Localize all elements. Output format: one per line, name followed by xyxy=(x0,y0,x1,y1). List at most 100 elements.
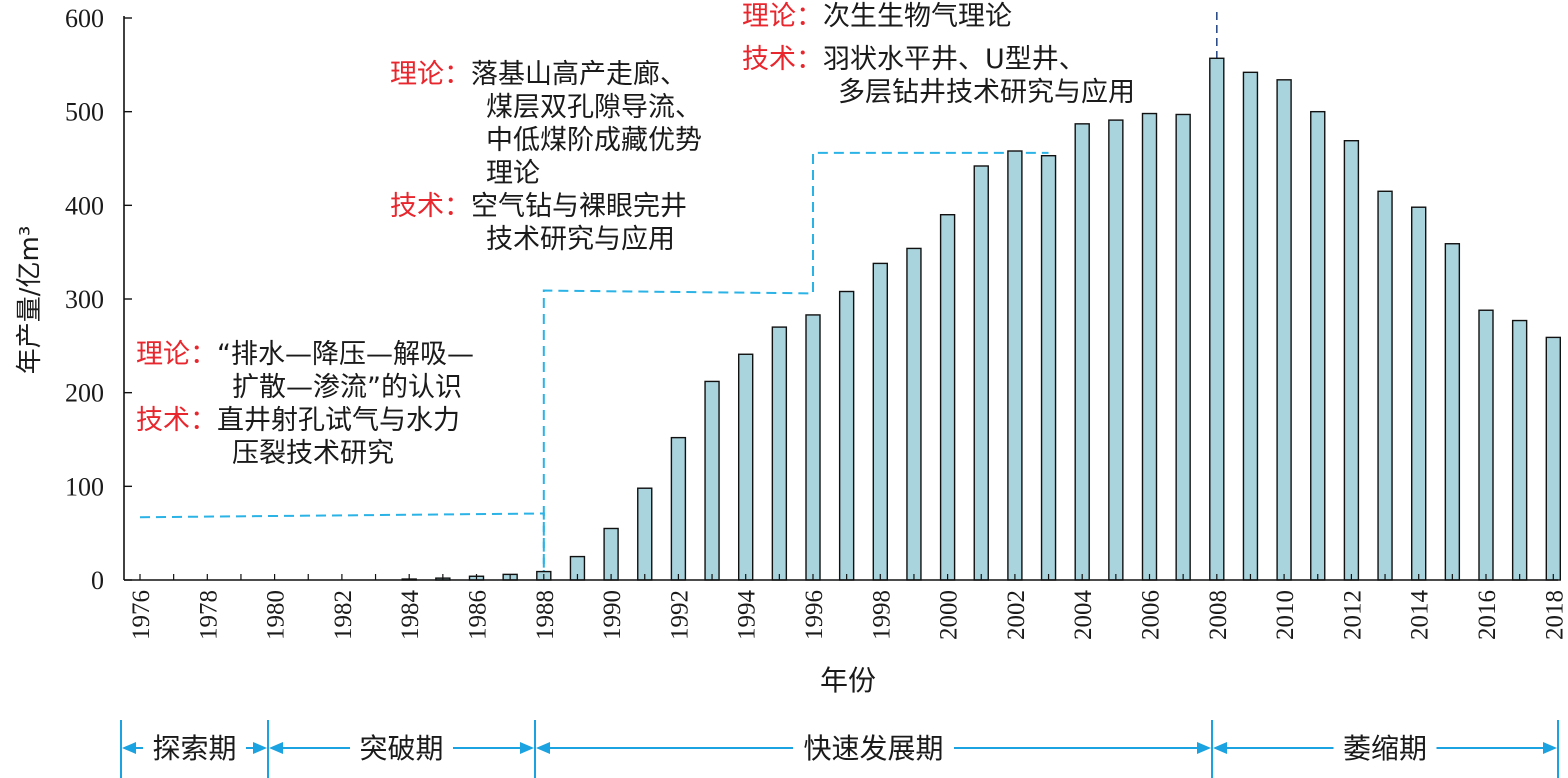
theory-text: 落基山高产走廊、 xyxy=(471,59,687,90)
period-label-bg xyxy=(350,726,453,766)
y-axis-label: 年产量/亿m³ xyxy=(15,226,45,375)
y-tick-label: 600 xyxy=(65,4,104,33)
annotation-breakthrough: 理论：落基山高产走廊、 煤层双孔隙导流、 中低煤阶成藏优势 理论 技术：空气钻与… xyxy=(390,58,702,256)
bar-1994 xyxy=(738,353,754,581)
annotation-rapid-development: 理论：次生生物气理论 技术：羽状水平井、U型井、 多层钻井技术研究与应用 xyxy=(742,0,1135,109)
bar-2000 xyxy=(939,213,956,581)
bar-2001 xyxy=(973,165,989,581)
y-tick-label: 300 xyxy=(65,285,104,314)
arrow-head-left xyxy=(269,742,283,754)
x-axis-label: 年份 xyxy=(820,664,876,697)
bar-1998 xyxy=(872,262,888,581)
arrow-head-right xyxy=(1543,742,1557,754)
theory-text: 次生生物气理论 xyxy=(823,1,1012,32)
bar-1997 xyxy=(838,290,855,581)
arrow-head-right xyxy=(520,742,534,754)
step-line xyxy=(139,512,545,580)
bar-2010 xyxy=(1276,79,1292,581)
bars xyxy=(401,57,1562,581)
bar-2008 xyxy=(1209,57,1225,581)
bar-2002 xyxy=(1007,150,1023,581)
period-label-bg xyxy=(793,726,954,766)
bar-1993 xyxy=(704,380,720,581)
bar-1999 xyxy=(906,247,922,581)
y-tick-label: 500 xyxy=(65,98,104,127)
arrow-head-right xyxy=(1197,742,1211,754)
bar-2015 xyxy=(1444,243,1461,581)
arrow-head-left xyxy=(122,742,136,754)
x-tick-label: 2004 xyxy=(1070,590,1097,641)
bar-1990 xyxy=(603,527,619,581)
axes: 0 100 200 300 400 500 600 1976 1978 1980 1982 1984 1… xyxy=(65,4,1568,640)
bar-2011 xyxy=(1310,110,1326,581)
theory-text: “排水—降压—解吸— xyxy=(217,339,474,370)
theory-label: 理论： xyxy=(390,59,471,90)
period-label: 快速发展期 xyxy=(803,732,943,765)
x-tick-label: 1988 xyxy=(532,590,559,640)
bar-2003 xyxy=(1040,154,1057,581)
bar-2005 xyxy=(1108,119,1124,581)
x-tick-label: 1976 xyxy=(128,590,155,640)
x-tick-label: 1994 xyxy=(734,590,761,641)
x-tick-label: 2010 xyxy=(1272,590,1299,640)
x-tick-label: 1992 xyxy=(666,590,693,640)
bar-2004 xyxy=(1074,123,1090,581)
bar-2013 xyxy=(1377,190,1393,581)
x-tick-label: 1980 xyxy=(263,590,290,640)
x-tick-label: 1978 xyxy=(195,590,222,640)
x-tick-label: 1998 xyxy=(868,590,895,640)
y-tick-label: 0 xyxy=(91,566,104,595)
x-tick-label: 1982 xyxy=(330,590,357,640)
period-label: 萎缩期 xyxy=(1343,732,1427,765)
annotation-exploration: 理论：“排水—降压—解吸— 扩散—渗流”的认识 技术：直井射孔试气与水力 压裂技… xyxy=(136,338,474,470)
arrow-head-right xyxy=(253,742,267,754)
y-tick-label: 200 xyxy=(65,379,104,408)
x-tick-label: 2018 xyxy=(1541,590,1568,640)
theory-text: 理论 xyxy=(486,158,540,189)
theory-label: 理论： xyxy=(136,339,217,370)
bar-2018 xyxy=(1545,336,1562,581)
bar-1995 xyxy=(771,326,788,581)
bar-2014 xyxy=(1410,206,1427,581)
x-tick-label: 2006 xyxy=(1138,590,1165,640)
x-tick-label: 2008 xyxy=(1205,590,1232,640)
x-tick-label: 2014 xyxy=(1407,590,1434,641)
y-tick-label: 100 xyxy=(65,472,104,501)
x-tick-label: 1986 xyxy=(465,590,492,640)
x-tick-label: 1996 xyxy=(801,590,828,640)
bar-2012 xyxy=(1343,140,1360,581)
x-tick-label: 1984 xyxy=(397,590,424,641)
period-label: 突破期 xyxy=(359,732,443,765)
tech-label: 技术： xyxy=(136,405,217,436)
tech-text: 直井射孔试气与水力 xyxy=(217,405,460,436)
period-label-bg xyxy=(143,726,246,766)
y-tick-label: 400 xyxy=(65,191,104,220)
bar-1992 xyxy=(670,436,687,581)
x-tick-label: 2012 xyxy=(1339,590,1366,640)
arrow-head-left xyxy=(536,742,550,754)
tech-text: 技术研究与应用 xyxy=(486,224,675,255)
bar-1991 xyxy=(637,487,653,581)
period-label-bg xyxy=(1333,726,1437,766)
theory-text: 中低煤阶成藏优势 xyxy=(486,125,702,156)
tech-label: 技术： xyxy=(390,191,471,222)
tech-text: 空气钻与裸眼完井 xyxy=(471,191,687,222)
bar-1996 xyxy=(805,314,821,581)
x-tick-label: 2002 xyxy=(1003,590,1030,640)
period-label: 探索期 xyxy=(152,732,236,765)
bar-2016 xyxy=(1478,309,1494,581)
tech-text: 多层钻井技术研究与应用 xyxy=(838,77,1135,108)
theory-text: 扩散—渗流”的认识 xyxy=(232,372,462,403)
x-tick-label: 2000 xyxy=(936,590,963,640)
tech-label: 技术： xyxy=(742,44,823,75)
tech-text: 压裂技术研究 xyxy=(232,438,394,469)
x-tick-label: 2016 xyxy=(1474,590,1501,640)
bar-2009 xyxy=(1242,71,1259,581)
theory-label: 理论： xyxy=(742,1,823,32)
bar-2017 xyxy=(1511,319,1528,581)
period-bar: 探索期 突破期 快速发展期 萎缩期 xyxy=(120,720,1559,778)
bar-2007 xyxy=(1175,113,1191,581)
arrow-head-left xyxy=(1213,742,1227,754)
theory-text: 煤层双孔隙导流、 xyxy=(486,92,702,123)
